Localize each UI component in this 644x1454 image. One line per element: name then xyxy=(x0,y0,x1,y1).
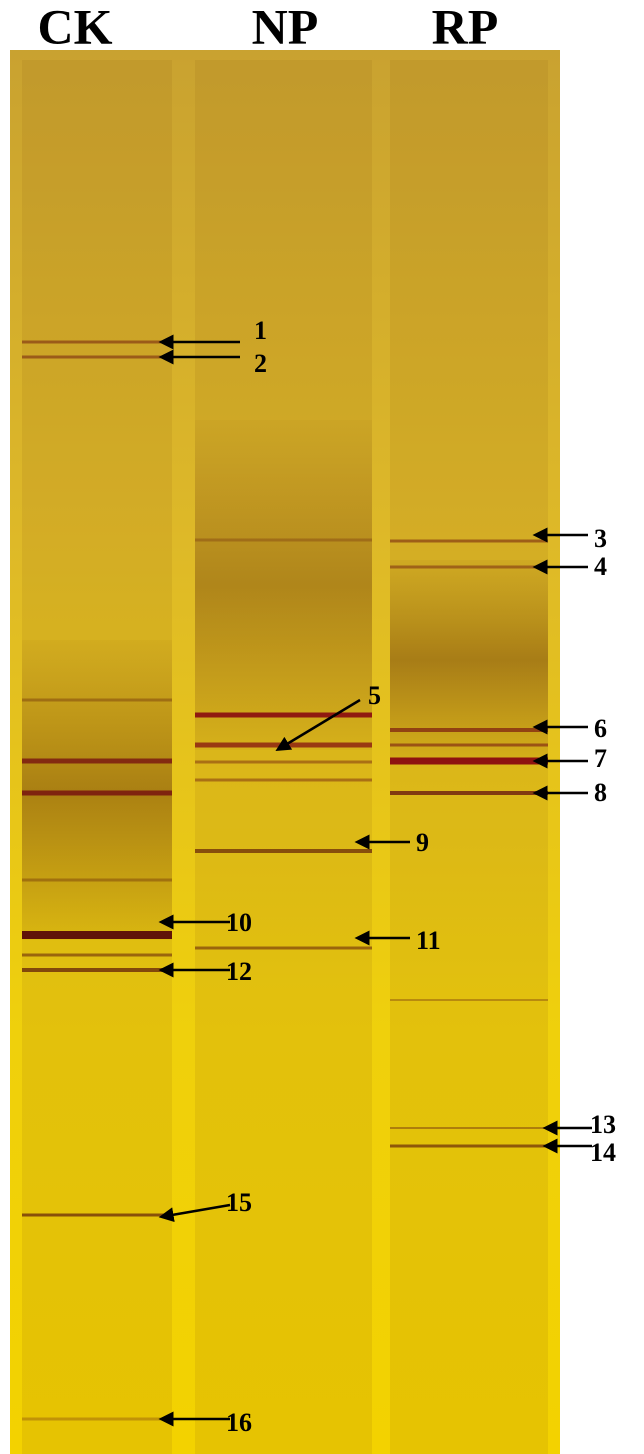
band-number: 7 xyxy=(594,744,607,773)
band-number: 6 xyxy=(594,714,607,743)
band xyxy=(22,968,172,972)
lane-label: CK xyxy=(38,0,113,54)
band xyxy=(195,712,372,718)
band xyxy=(22,1417,172,1421)
lane-label: NP xyxy=(252,0,319,54)
band xyxy=(195,849,372,853)
band xyxy=(22,953,172,957)
band-number: 4 xyxy=(594,552,607,581)
band xyxy=(22,355,172,359)
band-number: 5 xyxy=(368,681,381,710)
band-number: 3 xyxy=(594,524,607,553)
band xyxy=(195,538,372,542)
band xyxy=(22,878,172,882)
band xyxy=(390,539,548,543)
arrow xyxy=(275,698,361,751)
band-number: 9 xyxy=(416,828,429,857)
band-number: 16 xyxy=(226,1408,252,1437)
band xyxy=(390,565,548,569)
band-number: 10 xyxy=(226,908,252,937)
band xyxy=(390,1144,548,1148)
band xyxy=(390,791,548,795)
smear xyxy=(390,560,548,760)
band-number: 11 xyxy=(416,926,441,955)
band-number: 12 xyxy=(226,957,252,986)
arrow xyxy=(158,1203,231,1223)
band-number: 15 xyxy=(226,1188,252,1217)
band xyxy=(22,698,172,702)
band xyxy=(390,743,548,747)
smear xyxy=(195,420,372,750)
band xyxy=(22,790,172,796)
band xyxy=(390,999,548,1001)
band xyxy=(22,758,172,764)
band-number: 2 xyxy=(254,349,267,378)
band xyxy=(195,742,372,748)
band xyxy=(22,1213,172,1217)
band xyxy=(195,760,372,764)
band xyxy=(390,728,548,732)
lane-smear xyxy=(195,60,372,1454)
band-number: 13 xyxy=(590,1110,616,1139)
band-number: 14 xyxy=(590,1138,616,1167)
band xyxy=(22,340,172,344)
band xyxy=(195,946,372,950)
band-number: 8 xyxy=(594,778,607,807)
band xyxy=(195,778,372,782)
lane-label: RP xyxy=(432,0,499,54)
bands xyxy=(22,60,548,1454)
band xyxy=(390,1127,548,1129)
band xyxy=(390,757,548,765)
smear xyxy=(22,640,172,940)
band-number: 1 xyxy=(254,316,267,345)
band xyxy=(22,931,172,939)
